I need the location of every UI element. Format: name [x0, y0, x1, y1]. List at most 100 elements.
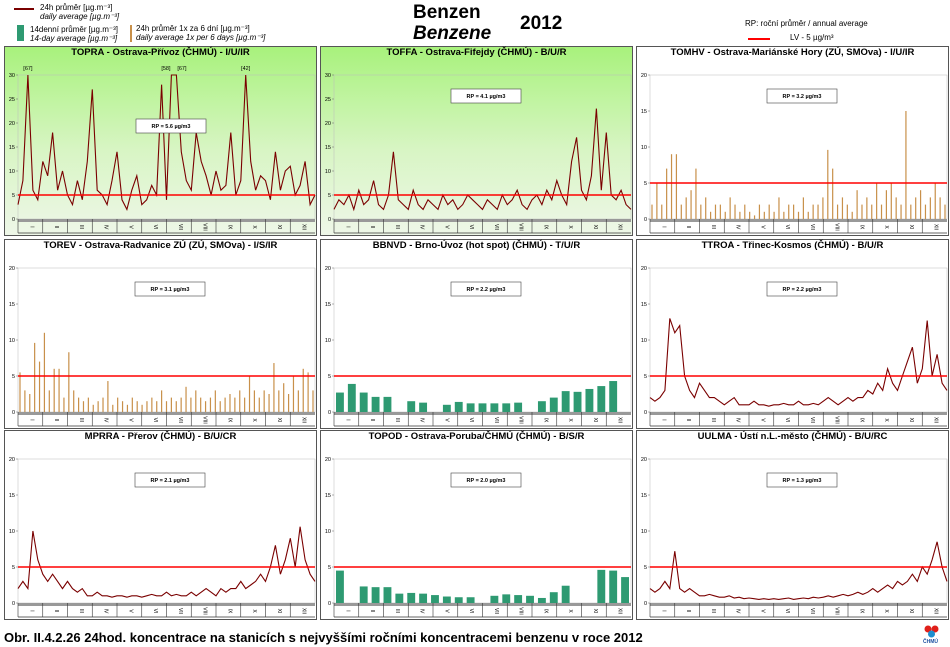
- month-label: IX: [226, 609, 232, 614]
- y-tick-label: 10: [9, 169, 15, 175]
- bar-6day: [63, 397, 65, 412]
- bar-6day: [832, 168, 834, 219]
- month-label: IV: [103, 225, 109, 230]
- bar-6day: [729, 197, 731, 219]
- bar-6day: [165, 401, 168, 412]
- bar-14day: [561, 391, 570, 412]
- bar-14day: [407, 401, 416, 412]
- bar-6day: [73, 390, 75, 412]
- panel-title: TOMHV - Ostrava-Mariánské Hory (ZÚ, SMOv…: [670, 47, 915, 58]
- bar-14day: [442, 404, 451, 412]
- bar-6day: [670, 154, 673, 219]
- y-tick-label: 20: [325, 121, 331, 127]
- bar-14day: [502, 403, 511, 412]
- month-label: IX: [858, 225, 864, 230]
- bar-6day: [753, 215, 756, 219]
- bar-6day: [783, 211, 785, 219]
- bar-14day: [336, 392, 344, 412]
- svg-text:ČHMÚ: ČHMÚ: [923, 638, 938, 644]
- month-label: IX: [858, 609, 864, 614]
- bar-6day: [180, 397, 182, 412]
- bar-6day: [788, 204, 790, 219]
- bar-6day: [302, 368, 304, 412]
- y-tick-label: 5: [12, 565, 15, 571]
- rp-box: [766, 281, 838, 297]
- month-label: X: [567, 609, 573, 613]
- lv-legend-swatch: [748, 38, 770, 40]
- chart-panel: TOPOD - Ostrava-Poruba/ČHMÚ (ČHMÚ) - B/S…: [320, 430, 633, 620]
- month-label: III: [78, 225, 84, 229]
- panel-title: TTROA - Třinec-Kosmos (ČHMÚ) - B/U/R: [701, 240, 884, 251]
- bar-6day: [53, 368, 55, 412]
- month-label: VIII: [518, 607, 524, 615]
- bar-6day: [744, 204, 746, 219]
- y-tick-label: 0: [644, 601, 647, 607]
- bar-14day: [609, 381, 618, 412]
- month-label: I: [344, 226, 350, 227]
- daily-average-line: [333, 108, 632, 212]
- bar-6day: [836, 204, 839, 219]
- rp-box: [450, 472, 522, 488]
- bar-6day: [131, 397, 133, 412]
- bar-6day: [43, 332, 46, 412]
- month-label: III: [394, 225, 400, 229]
- month-label: XII: [617, 224, 623, 230]
- month-label: X: [883, 225, 889, 229]
- bar-6day: [78, 397, 80, 412]
- month-label: XI: [592, 609, 598, 614]
- bar-6day: [219, 401, 221, 412]
- y-tick-label: 15: [9, 302, 15, 308]
- month-label: IX: [226, 418, 232, 423]
- bar-6day: [263, 390, 265, 412]
- month-label: VII: [493, 417, 499, 423]
- bar-6day: [19, 372, 21, 412]
- bar-6day: [185, 386, 187, 412]
- y-tick-label: 15: [641, 302, 647, 308]
- month-label: VI: [152, 609, 158, 614]
- rp-annual-average: RP = 2.0 µg/m3: [467, 478, 506, 484]
- y-tick-label: 0: [328, 601, 331, 607]
- daily-average-line: [17, 526, 316, 598]
- y-tick-label: 0: [12, 410, 15, 416]
- month-label: VIII: [518, 223, 524, 231]
- bar-6day: [675, 154, 678, 219]
- bar-14day: [347, 383, 356, 412]
- month-label: V: [759, 225, 765, 229]
- bar-14day: [597, 386, 606, 412]
- bar-14day: [490, 595, 499, 603]
- chart-panel: UULMA - Ústí n.L.-město (ČHMÚ) - B/U/RC 0…: [636, 430, 949, 620]
- bar-14day: [573, 391, 582, 412]
- bar-6day: [812, 204, 814, 219]
- y-tick-label: 5: [328, 565, 331, 571]
- month-label: VIII: [202, 416, 208, 424]
- bar-6day: [297, 390, 299, 412]
- peak-annotation: [67]: [23, 66, 33, 72]
- month-label: IV: [735, 609, 741, 614]
- bar-6day: [807, 211, 809, 219]
- y-tick-label: 15: [325, 145, 331, 151]
- month-label: III: [394, 609, 400, 613]
- month-label: IV: [419, 609, 425, 614]
- y-tick-label: 25: [9, 97, 15, 103]
- legend-rp: RP: roční průměr / annual average: [745, 19, 868, 28]
- panel-title: UULMA - Ústí n.L.-město (ČHMÚ) - B/U/RC: [697, 431, 888, 442]
- bar-14day: [359, 392, 368, 412]
- y-tick-label: 5: [644, 565, 647, 571]
- bar-6day: [700, 204, 702, 219]
- y-tick-label: 0: [12, 217, 15, 223]
- legend-14day: 14denní průměr [µg.m⁻³] 14-day average [µ…: [30, 25, 118, 43]
- bar-6day: [234, 397, 236, 412]
- month-label: V: [443, 225, 449, 229]
- month-label: III: [78, 418, 84, 422]
- bar-14day: [609, 570, 618, 603]
- month-label: VII: [177, 224, 183, 230]
- bar-6day: [690, 190, 692, 219]
- daily-average-line: [649, 318, 948, 407]
- month-label: I: [28, 419, 34, 420]
- bar-6day: [656, 183, 658, 219]
- bar-14day: [407, 592, 416, 603]
